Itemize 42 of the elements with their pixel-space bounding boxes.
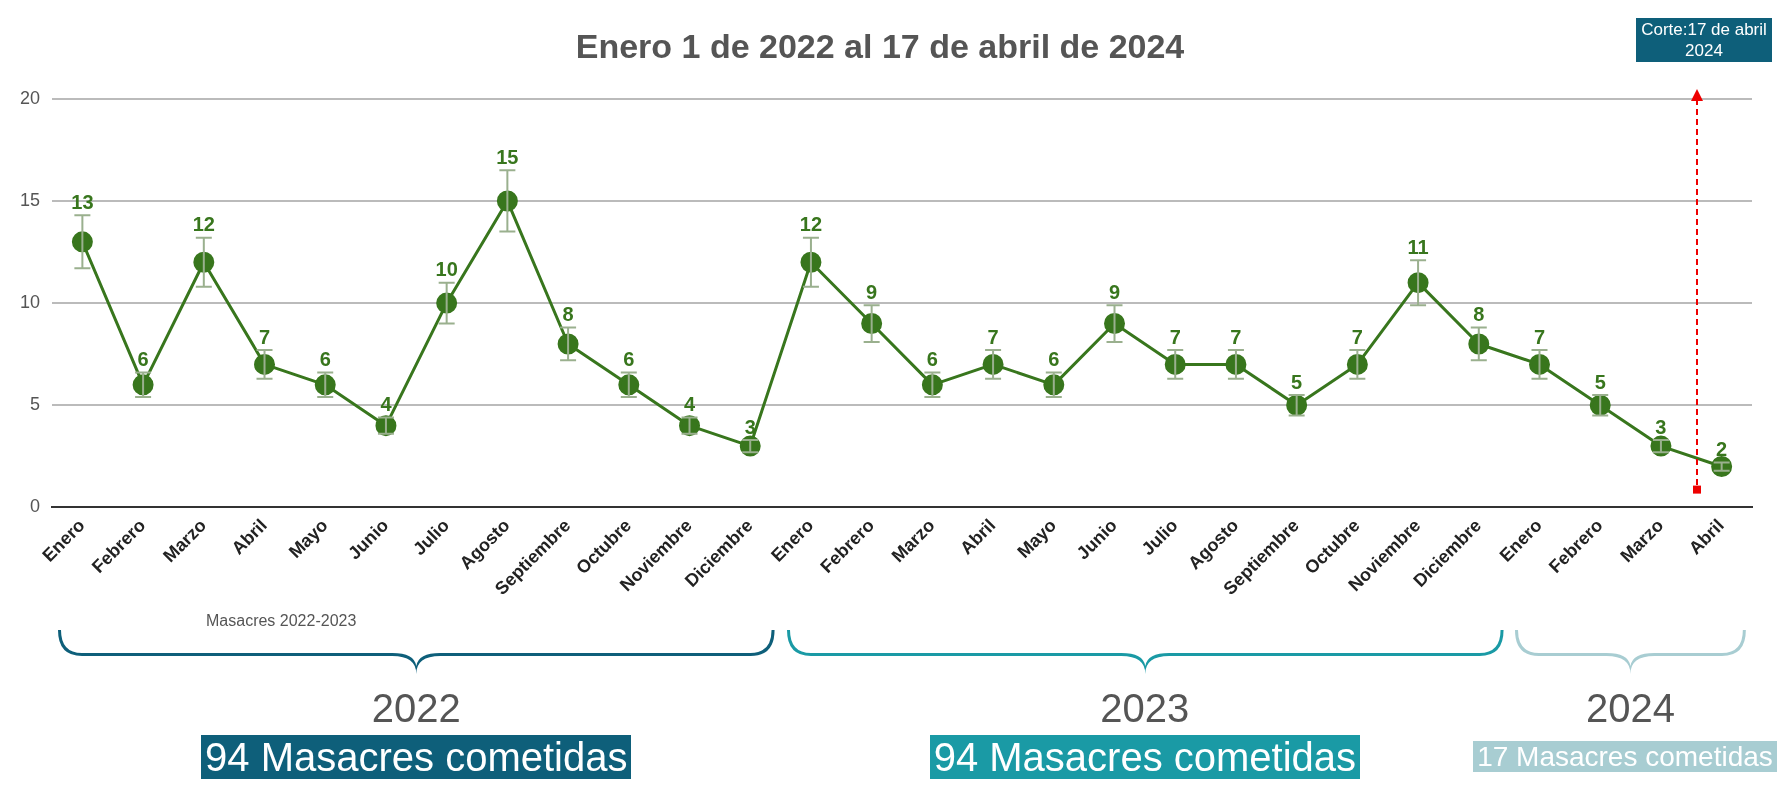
- text: Corte:17 de abril 2024: [1636, 18, 1772, 62]
- data-label: 8: [1473, 303, 1485, 326]
- data-label: 3: [744, 415, 756, 438]
- y-tick-label: 0: [30, 496, 41, 517]
- text: 94 Masacres cometidas: [929, 735, 1361, 779]
- data-label: 5: [1291, 370, 1303, 393]
- data-label: 7: [1169, 325, 1181, 348]
- data-label: 3: [1655, 415, 1667, 438]
- data-label: 12: [799, 213, 823, 236]
- data-label: 8: [562, 303, 574, 326]
- data-label: 4: [380, 393, 393, 416]
- y-tick-label: 15: [19, 189, 41, 210]
- y-tick-label: 5: [30, 394, 41, 415]
- data-label: 6: [137, 348, 149, 371]
- data-label: 15: [496, 145, 519, 168]
- text: 17 Masacres cometidas: [1473, 741, 1777, 772]
- y-tick-label: 10: [19, 292, 41, 313]
- data-label: 7: [987, 325, 999, 348]
- data-label: 7: [258, 325, 271, 348]
- data-label: 6: [1048, 348, 1060, 371]
- data-label: 7: [1230, 325, 1242, 348]
- data-label: 9: [866, 280, 878, 303]
- data-label: 6: [319, 348, 331, 371]
- text: 2022: [370, 686, 462, 730]
- data-label: 4: [683, 393, 696, 416]
- data-label: 13: [71, 190, 94, 213]
- data-label: 5: [1594, 370, 1606, 393]
- y-tick-label: 20: [19, 87, 41, 108]
- data-label: 9: [1108, 280, 1121, 303]
- chart-title: Enero 1 de 2022 al 17 de abril de 2024: [575, 26, 1185, 65]
- x-axis-title: Masacres 2022-2023: [206, 612, 357, 630]
- data-label: 6: [623, 348, 635, 371]
- text: 94 Masacres cometidas: [201, 735, 632, 779]
- data-label: 6: [926, 348, 938, 371]
- text: 2024: [1585, 686, 1677, 730]
- text: 2023: [1099, 686, 1191, 730]
- data-label: 12: [192, 213, 215, 236]
- data-label: 2: [1716, 437, 1728, 460]
- data-label: 11: [1407, 235, 1429, 258]
- data-label: 10: [435, 258, 458, 281]
- data-label: 7: [1351, 325, 1363, 348]
- data-label: 7: [1533, 325, 1546, 348]
